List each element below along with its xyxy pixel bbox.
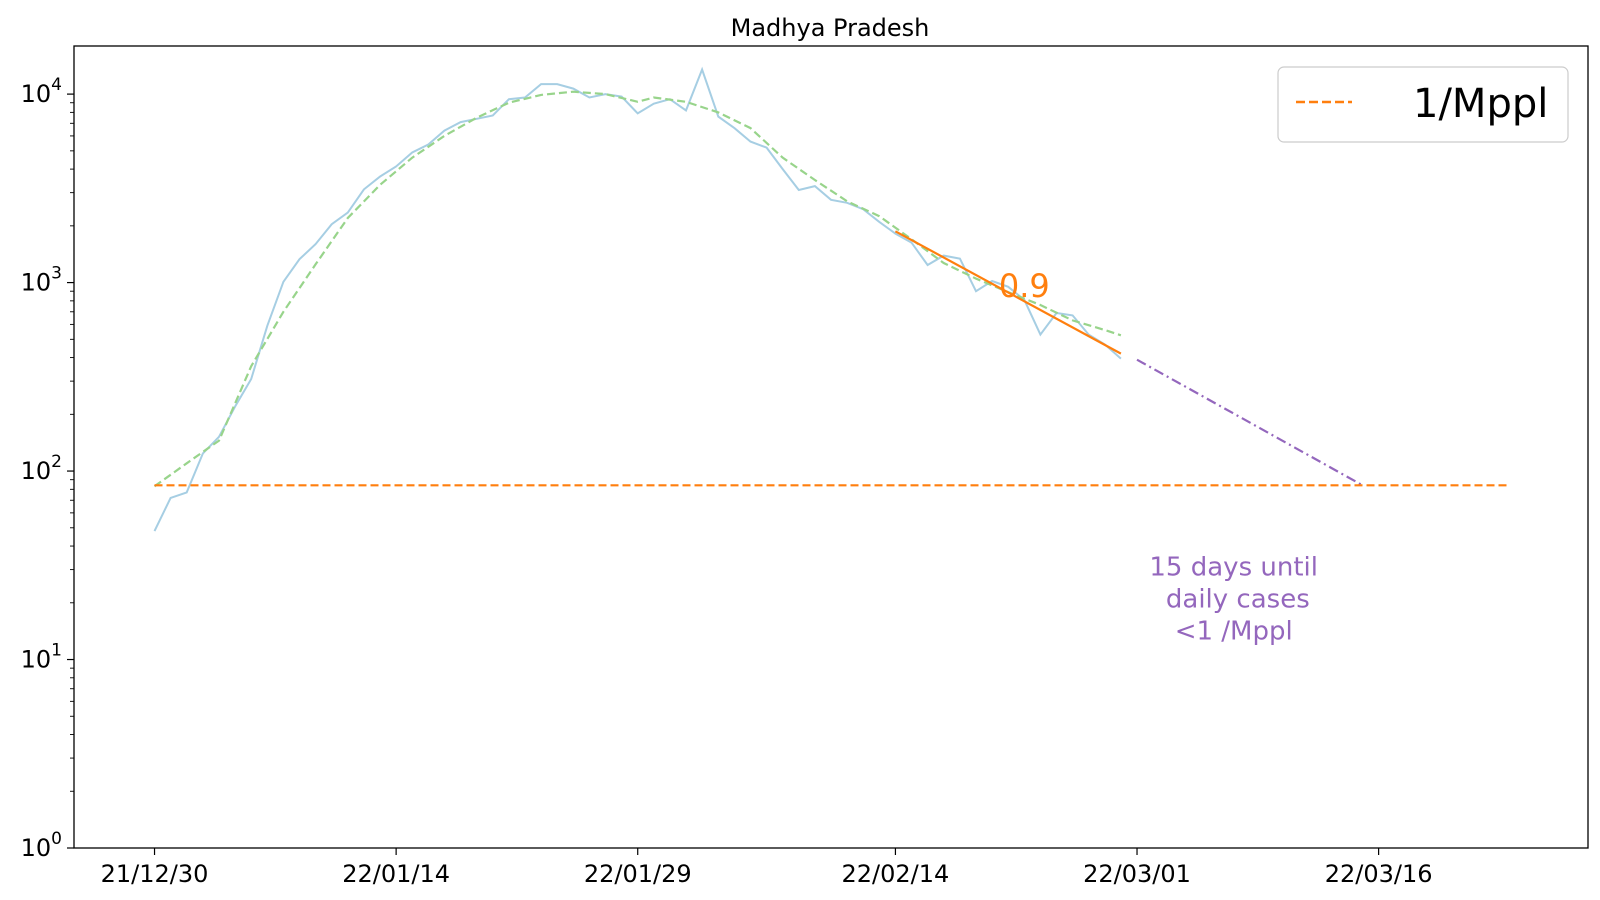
legend-box <box>1277 66 1569 143</box>
series-line-2 <box>894 230 1122 355</box>
annotation-line: 15 days until <box>1149 552 1318 582</box>
y-tick-label: 103 <box>21 264 62 297</box>
y-tick-label: 100 <box>21 829 62 862</box>
x-tick-label: 22/02/14 <box>842 860 950 888</box>
annotation-line: daily cases <box>1158 584 1310 614</box>
x-tick-label: 21/12/30 <box>101 860 209 888</box>
annotation-0: 0.9 <box>999 267 1050 305</box>
annotation-1: 15 days until daily cases <1 /Mppl <box>1149 552 1318 646</box>
y-tick-label: 104 <box>21 75 62 108</box>
annotation-line: <1 /Mppl <box>1175 616 1293 646</box>
chart-title: Madhya Pradesh <box>731 14 930 42</box>
x-tick-label: 22/03/01 <box>1083 860 1191 888</box>
series-line-1 <box>153 90 1122 488</box>
y-tick-label: 102 <box>21 452 62 485</box>
x-tick-label: 22/03/16 <box>1325 860 1433 888</box>
annotation-layer: 0.9 15 days until daily cases <1 /Mppl <box>999 267 1318 646</box>
y-axis: 100 101 102 103 104 <box>21 75 74 862</box>
series-line-3 <box>1136 358 1364 487</box>
plot-frame <box>73 45 1589 849</box>
series-line-0 <box>153 66 1122 532</box>
y-tick-label: 101 <box>21 641 62 674</box>
annotation-line: 0.9 <box>999 267 1050 305</box>
x-axis: 21/12/30 22/01/14 22/01/29 22/02/14 22/03/01… <box>101 848 1433 888</box>
x-tick-label: 22/01/14 <box>342 860 450 888</box>
legend-label: 1/Mppl <box>1413 81 1548 127</box>
series-layer <box>153 66 1508 532</box>
legend: 1/Mppl <box>1277 66 1569 143</box>
x-tick-label: 22/01/29 <box>584 860 692 888</box>
